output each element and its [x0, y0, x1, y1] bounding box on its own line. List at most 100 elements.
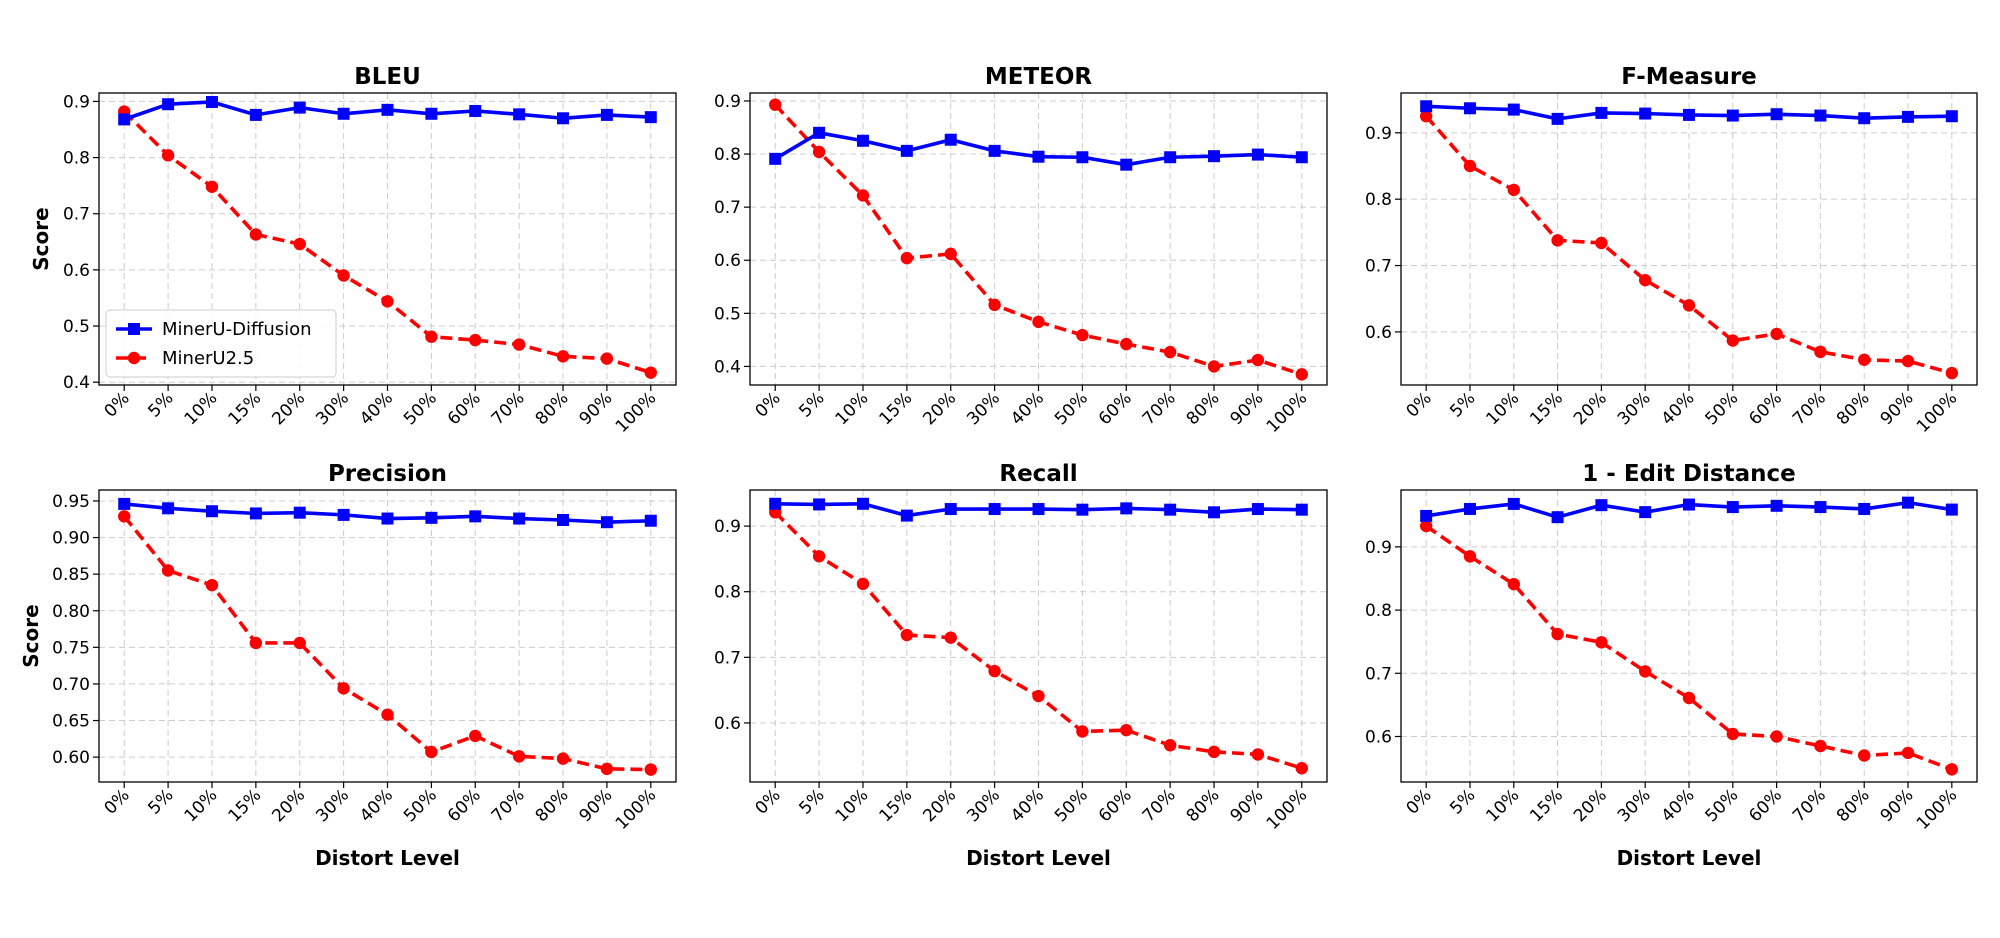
data-point [161, 149, 175, 162]
data-point [1463, 159, 1477, 173]
x-tick-label: 60% [1745, 785, 1786, 826]
data-point [1419, 519, 1433, 533]
x-tick-label: 50% [400, 785, 441, 826]
data-point [1595, 106, 1608, 119]
data-point [1770, 499, 1783, 512]
data-point [644, 514, 657, 527]
x-tick-label: 90% [576, 785, 617, 826]
x-tick-label: 10% [832, 388, 873, 429]
data-point [1858, 749, 1871, 762]
data-point [118, 497, 131, 510]
x-tick-label: 40% [1658, 785, 1699, 826]
y-tick-label: 0.4 [714, 357, 741, 377]
data-point [1902, 496, 1915, 509]
data-point [900, 509, 913, 522]
x-tick-label: 80% [1833, 785, 1874, 826]
data-point [381, 103, 394, 116]
x-tick-label: 20% [268, 785, 309, 826]
data-point [205, 578, 219, 592]
data-point [944, 503, 957, 516]
x-tick-label: 40% [1007, 388, 1048, 429]
data-point [469, 729, 482, 743]
data-point [1420, 100, 1433, 113]
legend-label: MinerU-Diffusion [162, 319, 312, 340]
data-point [1120, 502, 1133, 515]
data-point [469, 510, 482, 523]
data-point [1208, 506, 1221, 519]
data-point [425, 511, 438, 524]
x-tick-label: 50% [1051, 388, 1092, 429]
y-tick-label: 0.7 [1365, 257, 1392, 277]
y-tick-label: 0.70 [52, 675, 90, 695]
x-axis-label: Distort Level [966, 846, 1111, 870]
data-point [813, 126, 826, 139]
data-point [293, 636, 306, 650]
data-point [1945, 503, 1958, 516]
x-tick-label: 0% [1402, 785, 1435, 818]
data-point [988, 144, 1001, 157]
x-tick-label: 15% [225, 785, 266, 826]
x-tick-label: 70% [488, 785, 529, 826]
data-point [644, 111, 657, 124]
x-tick-label: 90% [576, 388, 617, 429]
data-point [249, 228, 263, 241]
x-tick-label: 30% [963, 785, 1004, 826]
data-point [1551, 511, 1564, 524]
x-tick-label: 30% [1614, 388, 1655, 429]
data-point [1032, 315, 1045, 329]
x-tick-label: 20% [919, 785, 960, 826]
data-point [1208, 150, 1221, 163]
data-point [988, 664, 1001, 678]
data-point [337, 682, 350, 695]
y-tick-label: 0.5 [63, 317, 90, 337]
x-tick-label: 5% [795, 785, 828, 818]
x-tick-label: 90% [1227, 388, 1268, 429]
data-point [381, 512, 394, 525]
data-point [1814, 109, 1827, 122]
x-axis-label: Distort Level [1617, 846, 1762, 870]
data-point [944, 631, 957, 644]
x-tick-label: 50% [1701, 785, 1742, 826]
y-tick-label: 0.75 [52, 638, 90, 658]
data-point [1814, 501, 1827, 514]
y-tick-label: 0.60 [52, 748, 90, 768]
x-tick-label: 0% [752, 785, 785, 818]
x-tick-label: 30% [1614, 785, 1655, 826]
x-tick-label: 15% [876, 388, 917, 429]
data-point [856, 189, 870, 202]
x-tick-label: 15% [225, 388, 266, 429]
data-point [1945, 763, 1959, 776]
x-tick-label: 30% [312, 785, 353, 826]
x-tick-label: 80% [1183, 785, 1224, 826]
y-tick-label: 0.80 [52, 602, 90, 622]
data-point [1507, 577, 1520, 591]
x-tick-label: 70% [1139, 388, 1180, 429]
data-point [1251, 503, 1264, 516]
data-point [1551, 234, 1564, 247]
y-tick-label: 0.6 [714, 251, 741, 271]
y-tick-label: 0.8 [1365, 190, 1392, 210]
data-point [769, 497, 782, 510]
x-tick-label: 100% [612, 388, 661, 437]
data-point [425, 745, 438, 759]
data-point [1032, 503, 1045, 516]
data-point [1163, 345, 1177, 359]
data-point [249, 507, 262, 520]
chart-panel: 0.6 0.7 0.8 0.9 0% 5% 10% 15% 20% 30% 40% 50% 60% 70%… [1365, 64, 1978, 437]
x-tick-label: 100% [1263, 388, 1312, 437]
data-point [1463, 550, 1477, 563]
data-point [900, 144, 913, 157]
data-point [161, 564, 175, 577]
x-tick-label: 10% [1482, 785, 1523, 826]
data-point [1251, 148, 1264, 161]
data-point [1207, 745, 1221, 759]
chart-panel: 0.6 0.7 0.8 0.9 0% 5% 10% 15% 20% 30% 40% 50% 60% 70%… [1365, 461, 1978, 870]
data-point [1295, 503, 1308, 516]
data-point [900, 251, 914, 265]
x-tick-label: 60% [1095, 388, 1136, 429]
data-point [1638, 665, 1652, 678]
data-point [1120, 158, 1133, 171]
x-tick-label: 60% [1095, 785, 1136, 826]
data-point [1770, 730, 1783, 743]
legend-box [105, 309, 337, 378]
